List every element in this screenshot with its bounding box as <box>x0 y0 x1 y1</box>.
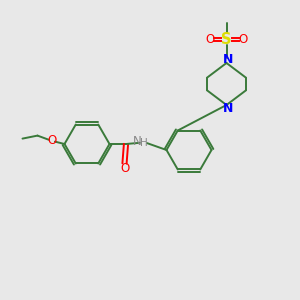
Text: S: S <box>221 32 232 47</box>
Text: O: O <box>206 33 214 46</box>
Text: H: H <box>140 137 147 148</box>
Text: N: N <box>133 135 142 148</box>
Text: O: O <box>47 134 56 148</box>
Text: N: N <box>223 102 233 115</box>
Text: O: O <box>120 162 129 175</box>
Text: N: N <box>223 53 233 66</box>
Text: O: O <box>238 33 247 46</box>
